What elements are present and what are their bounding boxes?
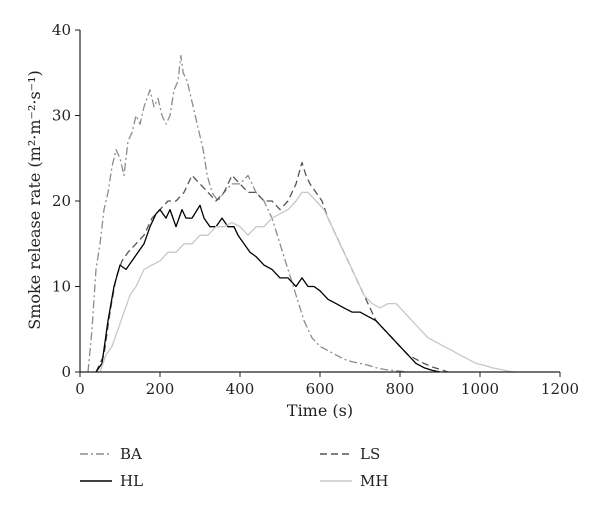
- axes: [79, 30, 560, 373]
- plot-lines: [87, 54, 517, 373]
- series-line-ba: [87, 54, 409, 373]
- x-tick-label: 800: [386, 380, 415, 398]
- x-tick-label: 1000: [461, 380, 499, 398]
- x-tick-label: 600: [306, 380, 335, 398]
- x-tick-label: 200: [146, 380, 175, 398]
- y-tick-label: 10: [52, 278, 71, 296]
- y-tick-label: 40: [52, 21, 71, 39]
- y-axis-title: Smoke release rate (m²·m⁻²·s⁻¹): [25, 70, 44, 330]
- series-line-mh: [99, 191, 517, 373]
- y-tick-label: 20: [52, 192, 71, 210]
- series-line-hl: [95, 204, 441, 373]
- x-axis-title: Time (s): [287, 401, 353, 420]
- y-tick-label: 30: [52, 107, 71, 125]
- legend-label-hl: HL: [120, 472, 143, 490]
- legend: BA LS HL MH: [80, 445, 388, 490]
- ticks: 0 200 400 600 800 1000 1200 0 10 20 30 40: [52, 21, 579, 398]
- x-tick-label: 1200: [541, 380, 579, 398]
- legend-label-ls: LS: [360, 445, 380, 463]
- legend-label-ba: BA: [120, 445, 142, 463]
- x-tick-label: 400: [226, 380, 255, 398]
- y-tick-label: 0: [61, 363, 71, 381]
- legend-label-mh: MH: [360, 472, 388, 490]
- x-tick-label: 0: [75, 380, 85, 398]
